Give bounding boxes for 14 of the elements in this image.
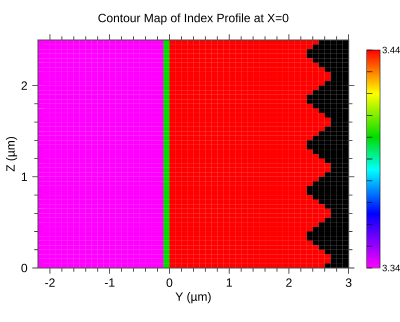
x-axis-title: Y (µm) (175, 292, 211, 304)
x-tick-label: -2 (45, 278, 55, 287)
color-bar-label: 3.44 (382, 46, 400, 54)
x-tick-label: 0 (166, 278, 172, 287)
x-tick-label: 1 (226, 278, 232, 287)
y-tick-label: 1 (22, 172, 28, 181)
color-bar-label: 3.34 (382, 264, 400, 272)
x-tick-label: 3 (346, 278, 352, 287)
chart-title: Contour Map of Index Profile at X=0 (98, 13, 288, 25)
y-tick-label: 2 (22, 81, 27, 90)
y-tick-label: 0 (21, 264, 28, 272)
x-tick-label: -1 (104, 278, 114, 287)
x-tick-label: 2 (286, 278, 292, 287)
y-axis-title: Z (µm) (6, 136, 18, 172)
